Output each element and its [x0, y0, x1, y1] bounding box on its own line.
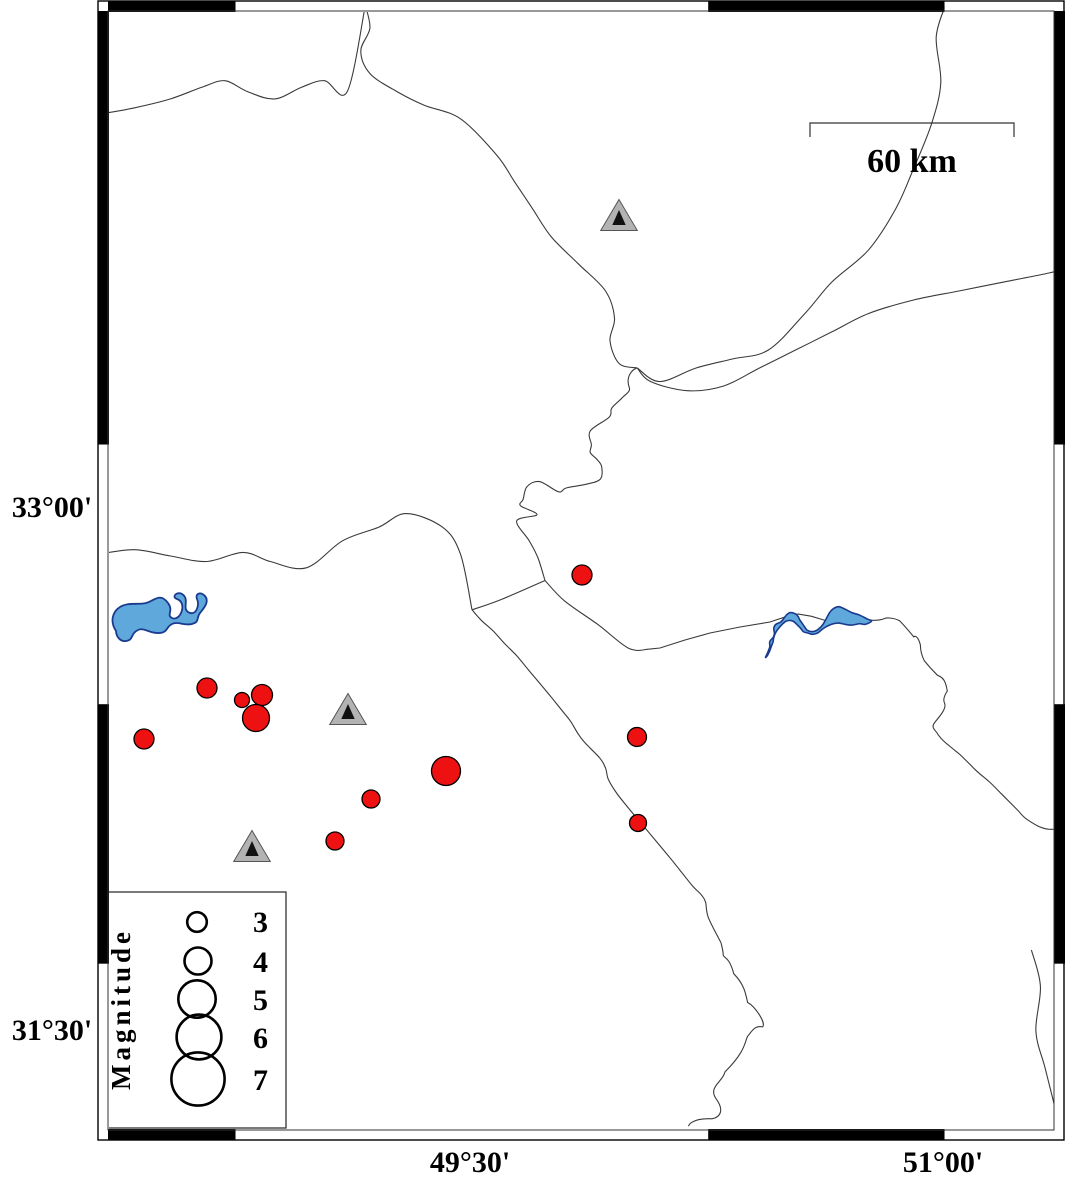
svg-text:33°00': 33°00' [12, 491, 92, 524]
svg-text:4: 4 [253, 946, 268, 979]
svg-text:51°00': 51°00' [903, 1146, 983, 1179]
svg-text:5: 5 [253, 984, 268, 1017]
svg-text:3: 3 [253, 906, 268, 939]
svg-text:60 km: 60 km [867, 143, 957, 180]
svg-text:7: 7 [253, 1064, 268, 1097]
svg-text:6: 6 [253, 1022, 268, 1055]
svg-text:49°30': 49°30' [430, 1146, 510, 1179]
svg-text:Magnitude: Magnitude [106, 928, 136, 1090]
svg-text:31°30': 31°30' [12, 1014, 92, 1047]
